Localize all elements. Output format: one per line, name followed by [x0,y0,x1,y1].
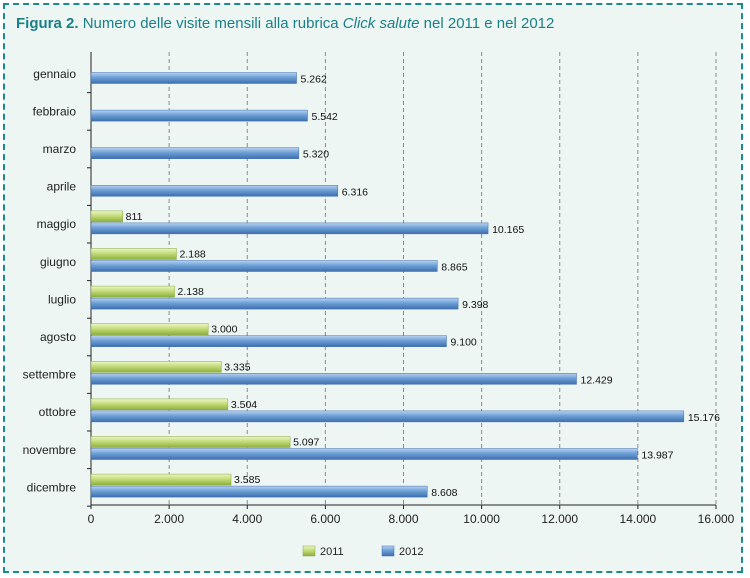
legend-swatch-2012 [381,545,395,557]
data-label-2011: 3.504 [231,399,257,411]
data-label-2011: 3.335 [224,361,250,373]
data-label-2011: 2.138 [178,286,204,298]
data-label-2012: 12.429 [581,374,613,386]
bar-2011 [90,361,222,373]
data-label-2012: 6.316 [342,186,368,198]
category-label: agosto [40,330,76,344]
bar-2012 [90,109,308,122]
bar-2011 [90,323,209,335]
bar-2012 [90,222,489,235]
data-label-2012: 9.100 [450,337,476,349]
bar-2012 [90,185,338,197]
bar-2011 [90,210,123,223]
figure-title: Figura 2. Numero delle visite mensili al… [16,15,554,32]
data-label-2012: 5.542 [311,111,337,123]
data-label-2012: 13.987 [641,450,673,462]
category-label: gennaio [33,67,76,81]
data-label-2012: 8.608 [431,487,457,499]
category-label: maggio [37,217,77,231]
data-label-2012: 5.262 [301,74,327,86]
category-label: febbraio [33,104,77,118]
data-label-2012: 5.320 [303,149,329,161]
legend-label-2012: 2012 [399,546,423,558]
bar-2012 [90,260,438,272]
category-label: luglio [48,292,76,306]
bar-2012 [90,297,459,310]
bar-2012 [90,373,577,385]
data-label-2011: 3.585 [234,474,260,486]
x-tick-label: 12.000 [541,512,578,526]
category-label: marzo [43,142,77,156]
data-label-2011: 811 [126,211,143,223]
title-text-after: nel 2011 e nel 2012 [423,15,555,32]
bar-2011 [90,248,177,260]
bar-2011 [90,398,229,411]
bar-2012 [90,410,685,423]
data-label-2012: 9.398 [462,299,488,311]
x-tick-label: 14.000 [620,512,657,526]
bar-2012 [90,72,297,84]
category-label: ottobre [39,405,77,419]
data-label-2011: 3.000 [211,324,237,336]
x-tick-label: 4.000 [232,512,262,526]
x-tick-label: 0 [88,512,95,526]
x-tick-label: 8.000 [388,512,418,526]
legend-label-2011: 2011 [320,546,344,558]
data-label-2011: 2.188 [179,249,205,261]
bar-2012 [90,485,428,498]
category-label: dicembre [27,480,77,494]
bar-2011 [90,285,175,298]
bar-2012 [90,335,447,347]
figure-number: Figura 2. [16,15,79,32]
bar-2012 [90,147,300,159]
data-label-2012: 10.165 [492,224,524,236]
legend-swatch-2011 [302,545,316,557]
data-label-2012: 15.176 [688,412,720,424]
x-tick-label: 10.000 [463,512,500,526]
category-label: aprile [47,180,77,194]
bar-2011 [90,436,291,448]
title-text-before: Numero delle visite mensili alla rubrica [82,15,339,32]
category-label: settembre [23,368,77,382]
category-label: novembre [23,443,77,457]
x-tick-label: 6.000 [310,512,340,526]
bar-2012 [90,448,638,460]
bar-2011 [90,473,232,486]
data-label-2011: 5.097 [293,437,319,449]
title-italic: Click salute [342,15,420,32]
category-label: giugno [40,255,76,269]
data-label-2012: 8.865 [441,262,467,274]
x-tick-label: 2.000 [154,512,184,526]
x-tick-label: 16.000 [698,512,735,526]
